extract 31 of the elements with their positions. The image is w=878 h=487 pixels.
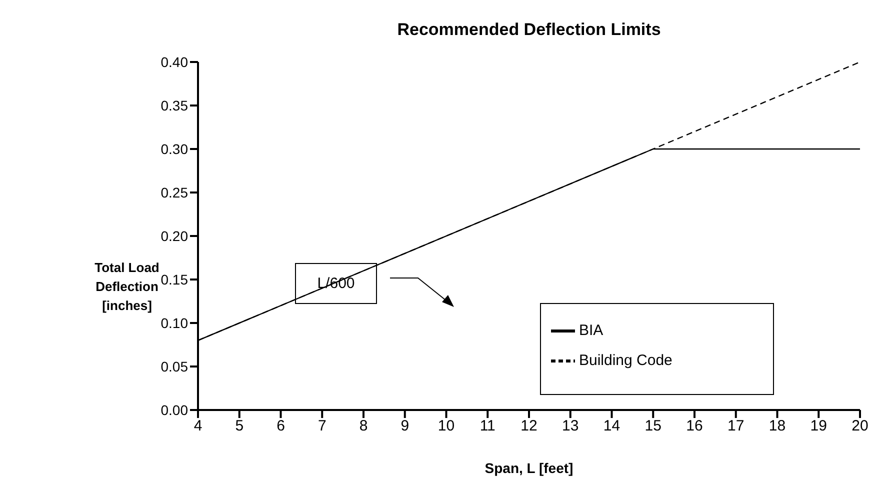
x-tick-label: 16 [686, 418, 703, 435]
x-axis-title: Span, L [feet] [484, 460, 574, 476]
y-tick-label: 0.40 [160, 54, 188, 70]
x-tick-label: 13 [562, 418, 579, 435]
x-tick-label: 12 [520, 418, 538, 435]
legend-label: BIA [579, 322, 604, 339]
x-tick-label: 7 [318, 418, 326, 435]
y-tick-label: 0.20 [160, 228, 188, 244]
x-tick-label: 4 [194, 418, 202, 435]
x-tick-label: 18 [768, 418, 786, 435]
x-tick-label: 15 [644, 418, 662, 435]
x-tick-label: 10 [438, 418, 455, 435]
y-tick-label: 0.35 [160, 97, 188, 114]
y-tick-label: 0.10 [160, 314, 188, 331]
x-tick-label: 9 [400, 418, 410, 435]
y-tick-label: 0.30 [160, 140, 188, 157]
y-tick-label: 0.25 [160, 184, 188, 200]
x-tick-label: 17 [728, 418, 744, 435]
y-axis-title: Total Load Deflection [inches] [94, 259, 160, 315]
x-tick-label: 8 [359, 418, 368, 435]
y-tick-label: 0.15 [160, 271, 188, 288]
y-tick-label: 0.05 [160, 358, 188, 374]
x-tick-label: 5 [235, 418, 244, 435]
y-tick-label: 0.00 [160, 402, 188, 418]
x-tick-label: 11 [480, 418, 496, 435]
legend-label: Building Code [579, 352, 672, 369]
x-tick-label: 19 [810, 418, 827, 435]
x-tick-label: 14 [603, 418, 620, 435]
x-tick-label: 20 [852, 418, 868, 435]
x-tick-label: 6 [276, 418, 285, 435]
chart-title: Recommended Deflection Limits [396, 20, 662, 40]
